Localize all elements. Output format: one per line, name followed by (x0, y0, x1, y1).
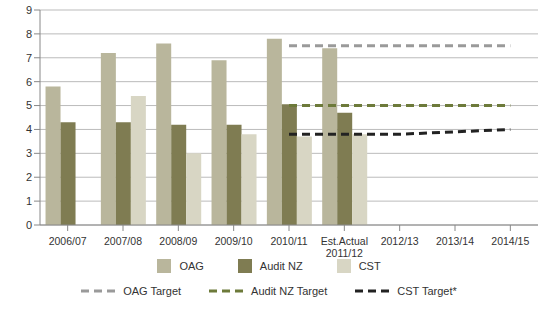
svg-text:2012/13: 2012/13 (381, 235, 419, 247)
svg-text:Est.Actual: Est.Actual (321, 235, 368, 247)
svg-text:2013/14: 2013/14 (436, 235, 474, 247)
svg-text:2011/12: 2011/12 (326, 247, 363, 259)
html-text:Audit NZ: Audit NZ (259, 260, 303, 272)
svg-text:6: 6 (26, 76, 32, 88)
svg-text:8: 8 (26, 28, 32, 40)
svg-text:2010/11: 2010/11 (270, 235, 307, 247)
html-text:Audit NZ Target: Audit NZ Target (251, 285, 328, 297)
svg-text:2014/15: 2014/15 (491, 235, 529, 247)
svg-text:4: 4 (26, 123, 32, 135)
html-text:OAG: OAG (179, 260, 204, 272)
svg-text:2006/07: 2006/07 (49, 235, 87, 247)
html-text:CST Target*: CST Target* (397, 285, 457, 297)
svg-text:2: 2 (26, 171, 32, 183)
svg-text:9: 9 (26, 4, 32, 16)
svg-text:7: 7 (26, 52, 32, 64)
svg-text:2008/09: 2008/09 (159, 235, 197, 247)
svg-text:0: 0 (26, 219, 32, 231)
svg-text:1: 1 (26, 195, 32, 207)
html-text:CST: CST (358, 260, 381, 272)
svg-text:5: 5 (26, 99, 32, 111)
svg-text:2009/10: 2009/10 (215, 235, 253, 247)
svg-text:2007/08: 2007/08 (104, 235, 142, 247)
svg-text:3: 3 (26, 147, 32, 159)
html-text:OAG Target: OAG Target (123, 285, 182, 297)
